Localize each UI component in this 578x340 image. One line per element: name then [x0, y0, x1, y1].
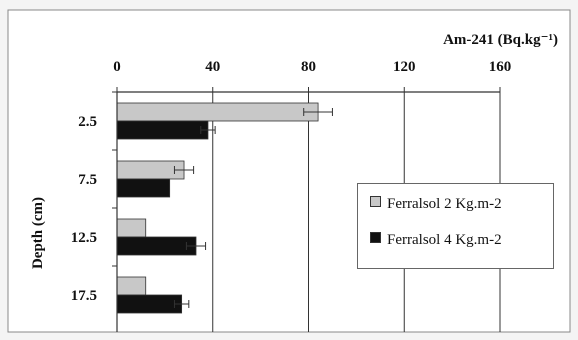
y-tick-label-17.5: 17.5	[71, 288, 97, 304]
x-tick-label-160: 160	[489, 59, 512, 75]
y-tick-label-12.5: 12.5	[71, 230, 97, 246]
legend-label-series-2: Ferralsol 4 Kg.m-2	[387, 232, 502, 248]
y-tick-label-2.5: 2.5	[78, 114, 97, 130]
plot-frame	[7, 9, 571, 333]
x-tick-label-120: 120	[393, 59, 416, 75]
bar-series-1-2.5	[116, 102, 319, 122]
legend-swatch-series-1	[370, 196, 381, 207]
legend-swatch-series-2	[370, 232, 381, 243]
legend-item-series-1: Ferralsol 2 Kg.m-2	[370, 196, 502, 213]
y-tick-label-7.5: 7.5	[78, 172, 97, 188]
bar-series-2-2.5	[116, 120, 209, 140]
bar-series-2-7.5	[116, 178, 171, 198]
y-axis-title: Depth (cm)	[30, 197, 46, 269]
x-tick-label-0: 0	[113, 59, 121, 75]
bar-series-2-17.5	[116, 294, 183, 314]
bar-series-1-17.5	[116, 276, 147, 296]
x-tick-label-40: 40	[205, 59, 220, 75]
bar-series-2-12.5	[116, 236, 197, 256]
legend-item-series-2: Ferralsol 4 Kg.m-2	[370, 232, 502, 249]
bar-series-1-12.5	[116, 218, 147, 238]
legend: Ferralsol 2 Kg.m-2 Ferralsol 4 Kg.m-2	[357, 183, 554, 269]
legend-label-series-1: Ferralsol 2 Kg.m-2	[387, 196, 502, 212]
x-tick-label-80: 80	[301, 59, 316, 75]
x-axis-title: Am-241 (Bq.kg⁻¹)	[443, 32, 558, 48]
